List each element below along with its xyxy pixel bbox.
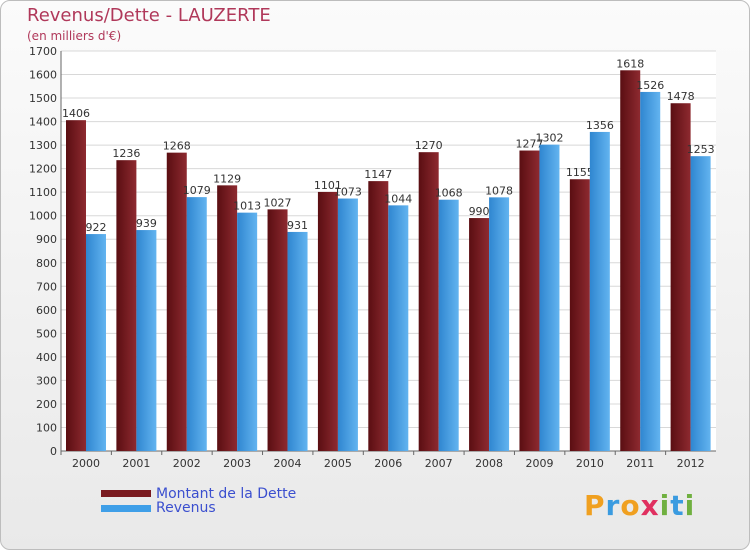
- data-label-revenus: 931: [287, 219, 308, 232]
- y-tick-label: 900: [36, 233, 57, 246]
- x-tick-label: 2003: [223, 457, 251, 470]
- chart-title: Revenus/Dette - LAUZERTE: [27, 5, 271, 26]
- data-label-dette: 1618: [616, 57, 644, 70]
- data-label-revenus: 1526: [636, 79, 664, 92]
- y-tick-label: 600: [36, 304, 57, 317]
- x-tick-label: 2010: [576, 457, 604, 470]
- data-label-revenus: 1356: [586, 119, 614, 132]
- bar-revenus: [337, 198, 358, 451]
- bar-dette: [66, 120, 86, 452]
- x-tick-label: 2004: [274, 457, 302, 470]
- bar-revenus: [690, 156, 711, 452]
- x-tick-label: 2006: [374, 457, 402, 470]
- logo-letter: x: [640, 489, 660, 522]
- data-label-revenus: 1013: [233, 200, 261, 213]
- y-tick-label: 100: [36, 421, 57, 434]
- data-label-dette: 990: [469, 205, 490, 218]
- bar-dette: [317, 191, 338, 452]
- bar-revenus: [86, 234, 106, 451]
- bar-dette: [368, 181, 389, 451]
- data-label-dette: 1027: [264, 196, 292, 209]
- data-label-dette: 1277: [515, 138, 543, 151]
- bar-dette: [267, 209, 288, 451]
- y-tick-label: 400: [36, 351, 57, 364]
- bar-dette: [166, 152, 187, 451]
- x-tick-label: 2007: [425, 457, 453, 470]
- bar-dette: [418, 152, 439, 452]
- y-tick-label: 0: [50, 445, 57, 458]
- x-tick-label: 2001: [122, 457, 150, 470]
- y-tick-label: 1200: [29, 163, 57, 176]
- y-tick-label: 1300: [29, 139, 57, 152]
- data-label-dette: 1270: [415, 139, 443, 152]
- legend-swatch-dette: [101, 490, 151, 497]
- bar-revenus: [237, 212, 258, 451]
- bar-dette: [116, 160, 137, 452]
- y-tick-label: 700: [36, 280, 57, 293]
- y-tick-label: 1400: [29, 116, 57, 129]
- legend-label-revenus: Revenus: [156, 500, 216, 516]
- bar-revenus: [539, 144, 560, 451]
- logo-letter: t: [670, 489, 685, 522]
- data-label-dette: 1147: [364, 168, 392, 181]
- x-tick-label: 2000: [72, 457, 100, 470]
- y-tick-label: 300: [36, 374, 57, 387]
- data-label-revenus: 1078: [485, 184, 513, 197]
- logo-letter: o: [620, 489, 641, 522]
- bar-revenus: [589, 131, 610, 452]
- bar-revenus: [489, 197, 510, 451]
- logo-letter: P: [584, 489, 606, 522]
- legend-swatch-revenus: [101, 505, 151, 512]
- y-tick-label: 800: [36, 257, 57, 270]
- data-label-dette: 1406: [62, 107, 90, 120]
- bar-dette: [569, 179, 590, 451]
- bar-revenus: [136, 230, 157, 451]
- data-label-revenus: 939: [136, 217, 157, 230]
- data-label-revenus: 1079: [183, 184, 211, 197]
- y-tick-label: 1700: [29, 45, 57, 58]
- y-tick-label: 1000: [29, 210, 57, 223]
- x-tick-label: 2011: [626, 457, 654, 470]
- bar-dette: [620, 70, 641, 451]
- legend-label-dette: Montant de la Dette: [156, 486, 297, 502]
- bar-dette: [469, 218, 490, 451]
- data-label-revenus: 1073: [334, 186, 362, 199]
- data-label-dette: 1129: [213, 172, 241, 185]
- data-label-revenus: 1044: [384, 192, 412, 205]
- data-label-dette: 1155: [566, 166, 594, 179]
- logo-letter: r: [605, 489, 621, 522]
- bar-revenus: [388, 205, 409, 451]
- data-label-revenus: 1068: [435, 187, 463, 200]
- data-label-dette: 1268: [163, 140, 191, 153]
- bar-dette: [670, 103, 691, 451]
- x-tick-label: 2008: [475, 457, 503, 470]
- data-label-revenus: 922: [86, 221, 107, 234]
- data-label-dette: 1101: [314, 179, 342, 192]
- bar-dette: [217, 185, 238, 451]
- data-label-revenus: 1302: [535, 132, 563, 145]
- logo-letter: i: [684, 489, 696, 522]
- x-tick-label: 2002: [173, 457, 201, 470]
- x-tick-label: 2012: [677, 457, 705, 470]
- chart-subtitle: (en milliers d'€): [27, 29, 122, 43]
- data-label-dette: 1236: [112, 147, 140, 160]
- y-tick-label: 1600: [29, 69, 57, 82]
- y-tick-label: 200: [36, 398, 57, 411]
- x-tick-label: 2005: [324, 457, 352, 470]
- bar-revenus: [287, 231, 308, 451]
- data-label-dette: 1478: [667, 90, 695, 103]
- proxiti-logo: Proxiti: [584, 489, 695, 522]
- data-label-revenus: 1253: [687, 143, 715, 156]
- bar-revenus: [438, 199, 459, 451]
- y-tick-label: 500: [36, 327, 57, 340]
- bar-dette: [519, 150, 540, 451]
- x-tick-label: 2009: [525, 457, 553, 470]
- bar-revenus: [186, 197, 207, 451]
- bar-revenus: [640, 91, 661, 452]
- logo-letter: i: [659, 489, 671, 522]
- y-tick-label: 1500: [29, 92, 57, 105]
- y-tick-label: 1100: [29, 186, 57, 199]
